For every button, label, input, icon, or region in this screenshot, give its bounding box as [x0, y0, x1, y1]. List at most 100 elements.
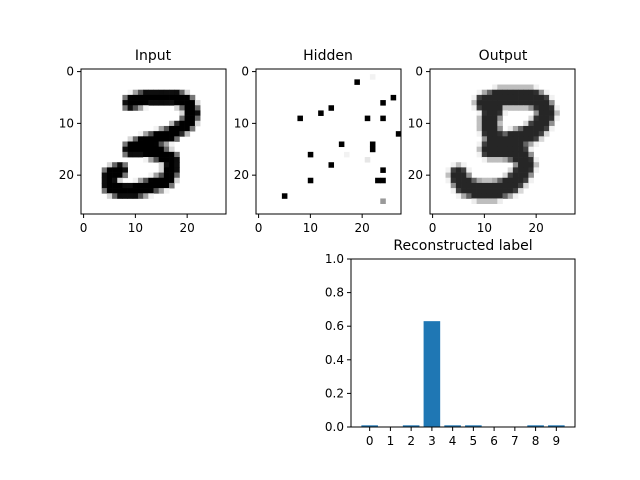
- hidden-y-tick-label: 20: [234, 168, 249, 182]
- output-pixel: [476, 105, 483, 111]
- output-pixel: [450, 162, 457, 168]
- output-pixel: [492, 146, 498, 153]
- input-pixel: [132, 89, 139, 96]
- input-pixel: [194, 100, 201, 106]
- output-pixel: [528, 115, 534, 122]
- output-pixel: [455, 182, 462, 189]
- bar-digit-4: [444, 425, 461, 427]
- output-pixel: [533, 136, 540, 142]
- input-pixel: [158, 162, 165, 168]
- input-pixel: [169, 136, 175, 142]
- bar-digit-2: [402, 425, 420, 427]
- output-pixel: [507, 193, 514, 199]
- output-pixel: [502, 193, 509, 199]
- output-pixel: [507, 167, 514, 173]
- input-pixel: [132, 94, 139, 101]
- output-pixel: [507, 141, 514, 148]
- output-pixel: [497, 193, 503, 199]
- output-y-ticks: 0 10 20: [408, 65, 430, 182]
- input-x-tick-label: 10: [128, 221, 143, 235]
- input-pixel: [169, 151, 175, 158]
- output-pixel: [512, 125, 519, 132]
- output-pixel: [549, 125, 555, 132]
- input-pixel: [174, 120, 180, 127]
- input-pixel: [143, 89, 149, 96]
- hidden-pixel: [307, 177, 314, 184]
- output-pixel: [461, 182, 467, 189]
- input-pixel: [106, 162, 113, 168]
- hidden-title: Hidden: [303, 48, 353, 64]
- output-pixel: [507, 146, 514, 153]
- output-pixel: [538, 110, 545, 116]
- input-pixel: [143, 188, 149, 194]
- input-pixel: [163, 167, 170, 173]
- input-pixel: [132, 105, 139, 111]
- output-pixel: [492, 151, 498, 158]
- input-pixel: [148, 94, 154, 101]
- output-pixel: [481, 193, 488, 199]
- input-pixel: [158, 146, 165, 153]
- input-pixel: [148, 151, 154, 158]
- output-pixel: [486, 110, 493, 116]
- output-pixel: [512, 172, 519, 179]
- output-panel: Output 0 10 20 0 10 20: [408, 48, 576, 235]
- output-pixel: [533, 131, 540, 137]
- output-pixel: [543, 115, 550, 122]
- input-pixel: [106, 172, 113, 179]
- output-pixel: [476, 151, 483, 158]
- input-pixel: [174, 172, 180, 179]
- output-pixel: [518, 141, 524, 148]
- output-pixel: [523, 89, 529, 96]
- output-pixel: [471, 188, 477, 194]
- output-pixel: [502, 100, 509, 106]
- hidden-pixel: [395, 131, 402, 137]
- output-pixel: [538, 136, 545, 142]
- output-pixel: [497, 89, 503, 96]
- output-pixel: [533, 110, 540, 116]
- input-pixel: [158, 157, 165, 163]
- output-frame: [429, 68, 576, 215]
- input-pixel: [158, 182, 165, 189]
- output-pixel: [533, 162, 540, 168]
- input-pixel: [179, 105, 185, 111]
- output-pixel: [543, 120, 550, 127]
- output-pixel: [466, 167, 472, 173]
- output-pixel: [486, 182, 493, 189]
- output-pixel: [518, 188, 524, 194]
- output-pixel: [523, 100, 529, 106]
- output-pixel: [528, 177, 534, 184]
- input-pixel: [158, 167, 165, 173]
- input-pixel: [148, 136, 154, 142]
- output-pixel: [507, 84, 514, 91]
- output-pixel: [492, 141, 498, 148]
- input-pixel: [143, 193, 149, 199]
- input-x-tick-label: 0: [80, 221, 88, 235]
- output-pixel: [486, 151, 493, 158]
- output-pixel: [492, 193, 498, 199]
- input-pixel: [169, 89, 175, 96]
- output-pixel: [481, 177, 488, 184]
- input-pixel: [189, 115, 196, 122]
- output-pixel: [549, 105, 555, 111]
- output-pixel: [471, 193, 477, 199]
- output-pixel: [492, 105, 498, 111]
- output-pixel: [554, 105, 560, 111]
- output-pixel: [471, 100, 477, 106]
- input-pixel: [101, 172, 108, 179]
- input-pixel: [106, 182, 113, 189]
- input-pixel: [153, 151, 160, 158]
- bar-x-tick-label: 2: [407, 434, 415, 448]
- hidden-pixel: [307, 151, 314, 158]
- output-pixel: [497, 100, 503, 106]
- input-pixel: [117, 188, 123, 194]
- output-pixel: [492, 125, 498, 132]
- hidden-pixel: [380, 198, 386, 204]
- hidden-pixel: [380, 177, 386, 184]
- input-pixel: [112, 193, 118, 199]
- output-pixel: [507, 105, 514, 111]
- input-pixel: [137, 131, 144, 137]
- input-pixel: [148, 182, 154, 189]
- output-pixel: [466, 177, 472, 184]
- bar-y-tick-label: 0.8: [325, 286, 344, 300]
- output-pixel: [445, 167, 452, 173]
